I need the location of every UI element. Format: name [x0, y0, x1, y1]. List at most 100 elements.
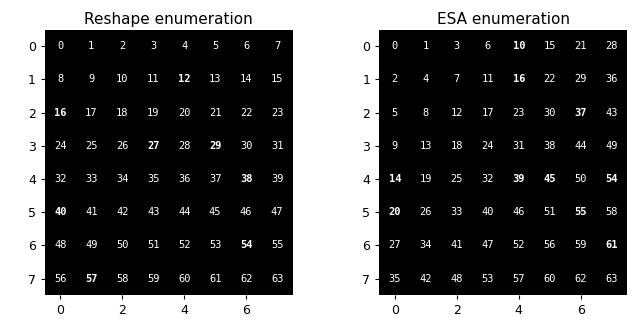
Text: 49: 49 — [605, 141, 618, 151]
Text: 33: 33 — [85, 174, 97, 184]
Text: 55: 55 — [575, 207, 587, 217]
Text: 17: 17 — [481, 108, 494, 117]
Text: 9: 9 — [88, 74, 94, 84]
Text: 34: 34 — [420, 240, 432, 250]
Text: 13: 13 — [420, 141, 432, 151]
Text: 25: 25 — [85, 141, 97, 151]
Title: ESA enumeration: ESA enumeration — [436, 12, 570, 27]
Text: 60: 60 — [178, 274, 191, 284]
Text: 40: 40 — [54, 207, 67, 217]
Text: 57: 57 — [85, 274, 97, 284]
Text: 43: 43 — [605, 108, 618, 117]
Text: 28: 28 — [178, 141, 191, 151]
Text: 44: 44 — [178, 207, 191, 217]
Text: 31: 31 — [513, 141, 525, 151]
Text: 48: 48 — [54, 240, 67, 250]
Text: 30: 30 — [543, 108, 556, 117]
Text: 38: 38 — [240, 174, 252, 184]
Text: 19: 19 — [420, 174, 432, 184]
Text: 52: 52 — [513, 240, 525, 250]
Text: 21: 21 — [575, 41, 587, 51]
Text: 61: 61 — [605, 240, 618, 250]
Text: 59: 59 — [147, 274, 159, 284]
Text: 2: 2 — [119, 41, 125, 51]
Text: 59: 59 — [575, 240, 587, 250]
Text: 8: 8 — [422, 108, 429, 117]
Text: 62: 62 — [575, 274, 587, 284]
Text: 0: 0 — [57, 41, 63, 51]
Text: 6: 6 — [484, 41, 491, 51]
Text: 51: 51 — [543, 207, 556, 217]
Text: 63: 63 — [271, 274, 284, 284]
Text: 8: 8 — [57, 74, 63, 84]
Text: 60: 60 — [543, 274, 556, 284]
Text: 52: 52 — [178, 240, 191, 250]
Text: 23: 23 — [513, 108, 525, 117]
Text: 18: 18 — [116, 108, 129, 117]
Text: 32: 32 — [481, 174, 494, 184]
Text: 63: 63 — [605, 274, 618, 284]
Text: 50: 50 — [116, 240, 129, 250]
Text: 28: 28 — [605, 41, 618, 51]
Text: 47: 47 — [271, 207, 284, 217]
Text: 4: 4 — [422, 74, 429, 84]
Text: 46: 46 — [513, 207, 525, 217]
Text: 25: 25 — [451, 174, 463, 184]
Text: 4: 4 — [181, 41, 188, 51]
Text: 21: 21 — [209, 108, 221, 117]
Text: 55: 55 — [271, 240, 284, 250]
Text: 27: 27 — [388, 240, 401, 250]
Text: 14: 14 — [240, 74, 252, 84]
Text: 26: 26 — [420, 207, 432, 217]
Text: 51: 51 — [147, 240, 159, 250]
Text: 30: 30 — [240, 141, 252, 151]
Text: 41: 41 — [85, 207, 97, 217]
Text: 16: 16 — [513, 74, 525, 84]
Text: 58: 58 — [116, 274, 129, 284]
Text: 31: 31 — [271, 141, 284, 151]
Text: 45: 45 — [543, 174, 556, 184]
Text: 58: 58 — [605, 207, 618, 217]
Text: 56: 56 — [54, 274, 67, 284]
Text: 53: 53 — [209, 240, 221, 250]
Text: 57: 57 — [513, 274, 525, 284]
Text: 18: 18 — [451, 141, 463, 151]
Text: 42: 42 — [116, 207, 129, 217]
Text: 54: 54 — [605, 174, 618, 184]
Text: 3: 3 — [454, 41, 460, 51]
Text: 17: 17 — [85, 108, 97, 117]
Text: 13: 13 — [209, 74, 221, 84]
Title: Reshape enumeration: Reshape enumeration — [84, 12, 253, 27]
Text: 35: 35 — [388, 274, 401, 284]
Text: 3: 3 — [150, 41, 156, 51]
Text: 34: 34 — [116, 174, 129, 184]
Text: 35: 35 — [147, 174, 159, 184]
Text: 14: 14 — [388, 174, 401, 184]
Text: 5: 5 — [212, 41, 218, 51]
Text: 61: 61 — [209, 274, 221, 284]
Text: 53: 53 — [481, 274, 494, 284]
Text: 46: 46 — [240, 207, 252, 217]
Text: 49: 49 — [85, 240, 97, 250]
Text: 26: 26 — [116, 141, 129, 151]
Text: 42: 42 — [420, 274, 432, 284]
Text: 7: 7 — [454, 74, 460, 84]
Text: 62: 62 — [240, 274, 252, 284]
Text: 24: 24 — [481, 141, 494, 151]
Text: 45: 45 — [209, 207, 221, 217]
Text: 16: 16 — [54, 108, 67, 117]
Text: 47: 47 — [481, 240, 494, 250]
Text: 0: 0 — [392, 41, 398, 51]
Text: 23: 23 — [271, 108, 284, 117]
Text: 36: 36 — [605, 74, 618, 84]
Text: 15: 15 — [271, 74, 284, 84]
Text: 12: 12 — [178, 74, 191, 84]
Text: 22: 22 — [543, 74, 556, 84]
Text: 37: 37 — [209, 174, 221, 184]
Text: 19: 19 — [147, 108, 159, 117]
Text: 36: 36 — [178, 174, 191, 184]
Text: 44: 44 — [575, 141, 587, 151]
Text: 20: 20 — [178, 108, 191, 117]
Text: 29: 29 — [209, 141, 221, 151]
Text: 33: 33 — [451, 207, 463, 217]
